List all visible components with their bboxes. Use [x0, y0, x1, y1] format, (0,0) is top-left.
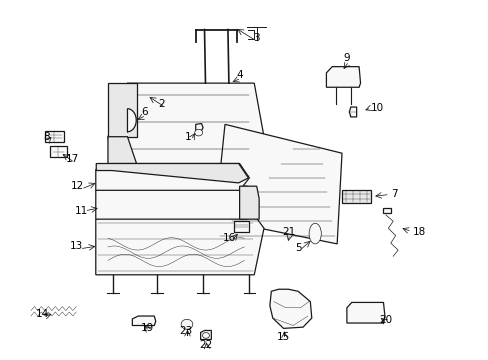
Text: 9: 9: [343, 53, 349, 63]
Text: 6: 6: [141, 107, 147, 117]
Polygon shape: [50, 146, 66, 157]
Ellipse shape: [308, 223, 321, 244]
Polygon shape: [195, 123, 203, 131]
Text: 17: 17: [66, 154, 80, 165]
Text: 23: 23: [179, 326, 192, 336]
Text: 22: 22: [199, 340, 212, 350]
Text: 16: 16: [223, 233, 236, 243]
Text: 1: 1: [185, 132, 191, 142]
Polygon shape: [346, 302, 384, 323]
Polygon shape: [96, 186, 256, 219]
Circle shape: [202, 333, 209, 338]
Polygon shape: [239, 186, 259, 219]
Circle shape: [181, 319, 192, 329]
Text: 8: 8: [43, 132, 50, 142]
Text: 14: 14: [36, 309, 49, 319]
Polygon shape: [108, 137, 137, 219]
Polygon shape: [326, 67, 360, 87]
Polygon shape: [200, 330, 211, 339]
Text: 19: 19: [140, 323, 153, 333]
Text: 5: 5: [294, 243, 301, 253]
Polygon shape: [108, 83, 264, 219]
Polygon shape: [348, 107, 356, 117]
Polygon shape: [233, 221, 249, 231]
Polygon shape: [96, 215, 264, 275]
Text: 12: 12: [71, 181, 84, 191]
Text: 13: 13: [69, 241, 83, 251]
Text: 11: 11: [74, 206, 87, 216]
Polygon shape: [383, 208, 390, 213]
Polygon shape: [215, 124, 341, 244]
Polygon shape: [44, 131, 64, 142]
Text: 15: 15: [276, 332, 289, 342]
Polygon shape: [127, 109, 136, 132]
Circle shape: [194, 129, 202, 136]
Polygon shape: [96, 163, 249, 190]
Text: 20: 20: [379, 315, 392, 325]
Text: 18: 18: [412, 226, 425, 237]
Text: 3: 3: [253, 33, 260, 43]
Polygon shape: [108, 83, 137, 137]
Text: 7: 7: [390, 189, 397, 199]
Text: 21: 21: [281, 226, 294, 237]
Text: 4: 4: [236, 70, 243, 80]
Polygon shape: [132, 316, 156, 325]
Polygon shape: [341, 190, 370, 203]
Text: 10: 10: [370, 103, 384, 113]
Text: 2: 2: [158, 99, 164, 109]
Polygon shape: [269, 289, 311, 328]
Polygon shape: [96, 163, 248, 183]
